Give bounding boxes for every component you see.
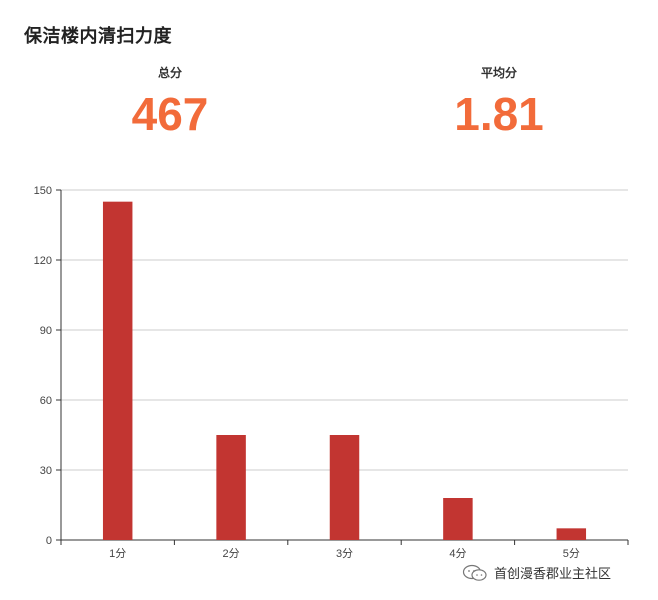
bar (556, 528, 587, 540)
bar (329, 435, 360, 540)
x-tick-label: 2分 (223, 547, 240, 560)
x-tick-label: 3分 (336, 547, 353, 560)
watermark: 首创漫香郡业主社区 (462, 563, 611, 582)
total-score-value: 467 (131, 88, 209, 140)
chart-title: 保洁楼内清扫力度 (24, 26, 172, 47)
x-tick-label: 4分 (449, 547, 466, 560)
x-tick-label: 5分 (563, 547, 580, 560)
y-tick-label: 90 (40, 325, 52, 337)
y-tick-label: 150 (34, 185, 52, 197)
x-tick-label: 1分 (109, 547, 126, 560)
bar (102, 201, 133, 540)
average-score-label: 平均分 (480, 66, 517, 80)
total-score-label: 总分 (157, 66, 182, 80)
wechat-icon (462, 564, 487, 581)
total-score-stat: 总分 467 (70, 64, 270, 137)
average-score-stat: 平均分 1.81 (399, 64, 599, 137)
y-tick-label: 120 (34, 255, 52, 267)
y-tick-label: 30 (40, 465, 52, 477)
bar (443, 498, 473, 540)
y-tick-label: 0 (46, 535, 52, 547)
average-score-value: 1.81 (454, 88, 544, 140)
watermark-text: 首创漫香郡业主社区 (494, 567, 612, 582)
y-tick-label: 60 (40, 395, 52, 407)
bar (216, 435, 246, 540)
